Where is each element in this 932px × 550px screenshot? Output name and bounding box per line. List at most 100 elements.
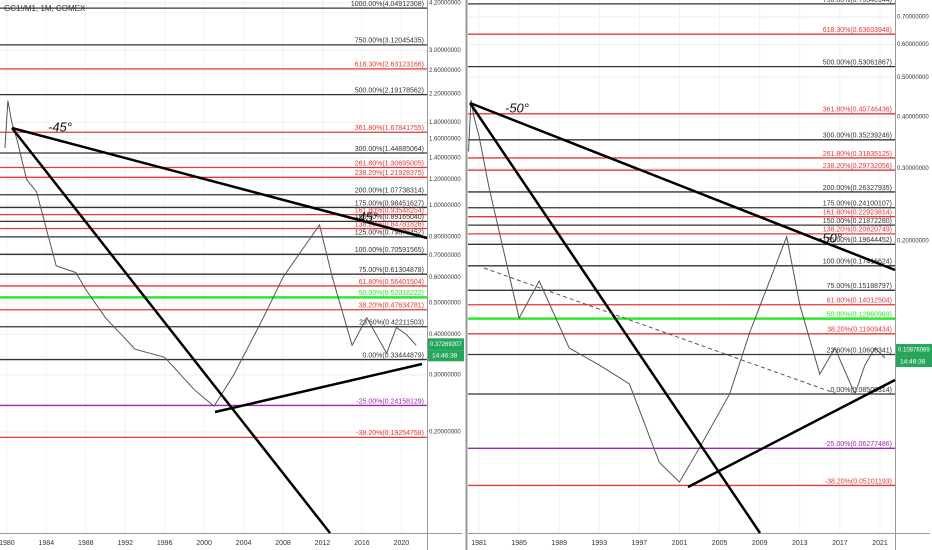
fib-label: 75.00%(0.15188797): [827, 283, 892, 290]
time-box: [896, 356, 932, 368]
fib-label: 261.80%(0.31835125): [823, 151, 892, 158]
last-price-marker: [428, 338, 464, 351]
y-tick-label: 2.20000000: [429, 92, 461, 98]
fib-label: 1000.00%(4.04912308): [351, 1, 424, 8]
chart-title: GC1!/M1, 1M, COMEX: [4, 4, 86, 13]
last-price-label: 0.10876069: [898, 348, 930, 354]
fib-label: 200.00%(0.26327935): [823, 185, 892, 192]
fib-label: 361.80%(1.67841755): [355, 125, 424, 132]
y-tick-label: 0.40000000: [429, 332, 461, 338]
x-tick-label: 2013: [792, 540, 808, 547]
fib-label: 361.80%(0.40746436): [823, 107, 892, 114]
fib-label: 161.80%(0.22923814): [823, 210, 892, 217]
fib-label: 618.30%(2.63123166): [355, 62, 424, 69]
x-tick-label: 2005: [712, 540, 728, 547]
fib-label: 61.80%(0.56401504): [359, 279, 424, 286]
x-tick-label: 1992: [117, 540, 133, 547]
trend-line: [468, 102, 762, 534]
x-tick-label: 1981: [471, 540, 487, 547]
y-tick-label: 0.40000000: [897, 115, 929, 121]
x-tick-label: 2008: [275, 540, 291, 547]
time-box: [428, 350, 464, 362]
x-tick-label: 1984: [39, 540, 55, 547]
x-tick-label: 2004: [236, 540, 252, 547]
fib-label: 38.20%(0.47634781): [359, 303, 424, 310]
annotation: -50°: [505, 100, 529, 115]
y-tick-label: 1.20000000: [429, 177, 461, 183]
fib-label: 200.00%(1.07738314): [355, 188, 424, 195]
fib-label: 138.20%(0.20820749): [823, 227, 892, 234]
fib-label: 23.60%(0.42211503): [359, 320, 424, 327]
fib-label: 100.00%(0.17416624): [823, 259, 892, 266]
fib-label: 150.00%(0.21872280): [823, 218, 892, 225]
x-tick-label: 2012: [315, 540, 331, 547]
price-line: [4, 100, 417, 408]
fib-label: 161.80%(0.93548254): [355, 207, 424, 214]
y-tick-label: 0.80000000: [429, 234, 461, 240]
x-tick-label: 2009: [752, 540, 768, 547]
y-tick-label: 0.30000000: [897, 166, 929, 172]
y-tick-label: 0.70000000: [429, 253, 461, 259]
y-tick-label: 0.20000000: [429, 430, 461, 436]
axis-area: [895, 0, 931, 550]
fib-label: 175.00%(0.24100107): [823, 201, 892, 208]
fib-label: 0.00%(0.33444879): [363, 352, 425, 359]
fib-label: 238.20%(1.21928375): [355, 170, 424, 177]
trend-line: [469, 101, 896, 272]
x-tick-label: 1997: [632, 540, 648, 547]
annotation: -50°: [818, 230, 842, 245]
y-tick-label: 1.60000000: [429, 137, 461, 143]
axis-area: [427, 0, 463, 550]
x-tick-label: 1980: [0, 540, 15, 547]
fib-label: 750.00%(3.12045435): [355, 38, 424, 45]
x-tick-label: 1993: [592, 540, 608, 547]
fib-label: 138.20%(0.84781826): [355, 221, 424, 228]
fib-label: 50.00%(0.52018222): [359, 290, 424, 297]
y-tick-label: 1.40000000: [429, 155, 461, 161]
fib-label: 618.30%(0.63603948): [823, 27, 892, 34]
fib-label: 50.00%(0.12960969): [827, 312, 892, 319]
y-tick-label: 4.20000000: [429, 1, 461, 7]
trend-lines: [11, 101, 896, 534]
x-tick-label: 1989: [551, 540, 567, 547]
fib-label: 500.00%(0.53061867): [823, 59, 892, 66]
price-line: [468, 100, 886, 483]
fib-label: 75.00%(0.61304878): [359, 267, 424, 274]
fib-label: 175.00%(0.98451627): [355, 200, 424, 207]
fib-label: 300.00%(0.35239246): [823, 133, 892, 140]
y-tick-label: 0.50000000: [897, 75, 929, 81]
trend-line: [11, 127, 331, 534]
fib-label: 238.20%(0.29732056): [823, 163, 892, 170]
time-label: 14:46:38: [900, 358, 926, 365]
x-tick-label: 2020: [394, 540, 410, 547]
fib-label: 300.00%(1.44885064): [355, 146, 424, 153]
fib-label: 38.20%(0.11909434): [827, 327, 892, 334]
y-tick-label: 0.20000000: [897, 239, 929, 245]
last-price-marker: [896, 344, 932, 357]
fib-label: 0.00%(0.08505314): [831, 387, 893, 394]
trend-line: [11, 126, 428, 240]
fib-label: 500.00%(2.19178562): [355, 87, 424, 94]
fib-label: 261.80%(1.30695005): [355, 160, 424, 167]
fib-label: 100.00%(0.70591565): [355, 247, 424, 254]
x-tick-label: 1996: [157, 540, 173, 547]
fib-label: 125.00%(0.79878452): [355, 230, 424, 237]
y-tick-label: 0.60000000: [897, 42, 929, 48]
annotation: -45°: [48, 119, 72, 134]
y-tick-label: 1.00000000: [429, 203, 461, 209]
y-tick-label: 0.30000000: [429, 372, 461, 378]
y-tick-label: 0.50000000: [429, 300, 461, 306]
x-tick-label: 1985: [511, 540, 527, 547]
x-tick-label: 2000: [196, 540, 212, 547]
fib-label: 61.80%(0.14012504): [827, 298, 892, 305]
annotation: -45°: [354, 209, 378, 224]
last-price-label: 0.37269207: [430, 342, 462, 348]
y-tick-label: 0.70000000: [897, 15, 929, 21]
fib-label: -38.20%(0.19254758): [356, 430, 424, 437]
fib-label: 150.00%(0.89165040): [355, 214, 424, 221]
fib-label: 23.60%(0.10608341): [827, 347, 892, 354]
x-tick-label: 2021: [872, 540, 888, 547]
y-tick-label: 0.60000000: [429, 275, 461, 281]
